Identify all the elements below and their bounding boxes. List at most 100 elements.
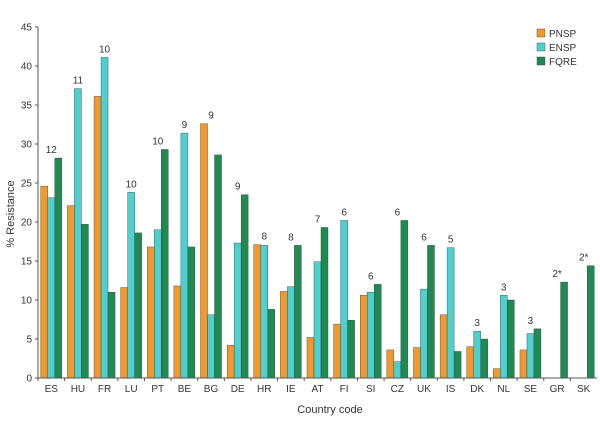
n-label-fr: 10 xyxy=(99,44,111,55)
y-axis-title: % Resistance xyxy=(5,180,17,247)
y-tick-label: 15 xyxy=(21,257,33,268)
bar-fqre-lu xyxy=(134,232,142,379)
bar-fqre-nl xyxy=(507,299,515,379)
n-label-si: 6 xyxy=(368,271,374,282)
x-tick-label: FR xyxy=(98,384,111,395)
bar-ensp-hr xyxy=(260,245,268,379)
y-tick-label: 10 xyxy=(21,296,33,307)
bar-ensp-bg xyxy=(207,314,215,379)
legend-label-pnsp: PNSP xyxy=(549,29,577,40)
x-tick-label: IS xyxy=(446,384,456,395)
legend: PNSP ENSP FQRE xyxy=(536,28,577,68)
bar-ensp-nl xyxy=(500,295,508,379)
x-axis: ES HU FR LU PT BE BG DE HR IE AT FI SI CZ UK IS DK NL SE GR… xyxy=(37,377,597,395)
legend-swatch-fqre xyxy=(536,56,546,66)
bar-fqre-is xyxy=(453,351,462,379)
y-tick-label: 0 xyxy=(26,374,32,385)
bar-pnsp-es xyxy=(40,185,49,379)
bar-ensp-uk xyxy=(420,288,428,379)
bar-ensp-de xyxy=(233,242,242,379)
bar-fqre-si xyxy=(374,284,382,379)
bar-fqre-sk xyxy=(586,265,595,379)
n-label-gr: 2* xyxy=(552,269,562,280)
x-tick-label: IE xyxy=(286,384,296,395)
n-label-hr: 8 xyxy=(261,232,267,243)
bar-pnsp-at xyxy=(306,337,315,379)
n-label-be: 9 xyxy=(182,120,188,131)
n-label-bg: 9 xyxy=(208,111,214,122)
bar-pnsp-fi xyxy=(333,323,341,379)
bar-ensp-is xyxy=(446,247,455,379)
legend-swatch-pnsp xyxy=(536,28,546,38)
x-tick-label: AT xyxy=(311,384,323,395)
bar-ensp-fr xyxy=(100,57,109,379)
bar-pnsp-si xyxy=(360,295,368,379)
bar-fqre-gr xyxy=(560,281,568,379)
legend-swatch-ensp xyxy=(536,42,546,52)
bar-pnsp-hu xyxy=(67,205,75,379)
bar-pnsp-cz xyxy=(386,349,395,379)
bar-ensp-se xyxy=(526,333,535,379)
x-tick-label: LU xyxy=(125,384,138,395)
bar-fqre-ie xyxy=(294,245,302,379)
n-label-nl: 3 xyxy=(501,282,507,293)
n-label-ie: 8 xyxy=(288,232,294,243)
bar-fqre-se xyxy=(533,328,542,379)
n-label-at: 7 xyxy=(315,214,321,225)
n-label-sk: 2* xyxy=(579,253,589,264)
bars-layer xyxy=(40,57,595,379)
bar-fqre-bg xyxy=(214,154,222,379)
bar-ensp-si xyxy=(367,292,375,379)
bar-fqre-be xyxy=(187,246,196,379)
bar-fqre-at xyxy=(320,227,329,379)
bar-pnsp-uk xyxy=(413,347,421,379)
x-tick-label: FI xyxy=(340,384,349,395)
bar-fqre-de xyxy=(240,194,249,379)
bar-pnsp-de xyxy=(226,345,235,379)
bar-fqre-fr xyxy=(107,292,116,379)
bar-ensp-lu xyxy=(127,192,135,379)
n-label-es: 12 xyxy=(46,145,58,156)
y-tick-label: 35 xyxy=(21,101,33,112)
bar-ensp-cz xyxy=(393,361,402,379)
y-tick-label: 5 xyxy=(26,335,32,346)
x-tick-label: NL xyxy=(497,384,510,395)
legend-label-ensp: ENSP xyxy=(549,43,577,54)
bar-fqre-fi xyxy=(347,320,355,379)
bar-ensp-at xyxy=(313,261,322,379)
annotations-layer: 12 11 10 10 10 9 9 9 8 8 7 6 6 6 6 5 3 3 3 2* 2* xyxy=(46,44,589,329)
x-tick-label: SI xyxy=(366,384,375,395)
bar-ensp-pt xyxy=(154,229,162,379)
x-tick-label: GR xyxy=(550,384,565,395)
bar-pnsp-fr xyxy=(93,96,102,379)
x-tick-label: CZ xyxy=(391,384,404,395)
y-tick-label: 40 xyxy=(21,62,33,73)
legend-label-fqre: FQRE xyxy=(549,57,577,68)
y-tick-label: 30 xyxy=(21,140,33,151)
bar-pnsp-hr xyxy=(253,244,261,379)
n-label-fi: 6 xyxy=(341,207,347,218)
x-tick-label: BG xyxy=(204,384,219,395)
bar-pnsp-lu xyxy=(120,287,128,379)
bar-ensp-dk xyxy=(473,331,481,379)
n-label-is: 5 xyxy=(448,235,454,246)
x-tick-label: DK xyxy=(470,384,484,395)
bar-pnsp-nl xyxy=(493,368,501,379)
bar-fqre-hu xyxy=(81,224,89,379)
x-tick-label: SE xyxy=(524,384,538,395)
bar-fqre-uk xyxy=(427,245,435,379)
n-label-lu: 10 xyxy=(126,179,138,190)
bar-ensp-es xyxy=(47,197,56,379)
bar-ensp-hu xyxy=(74,88,82,379)
bar-fqre-es xyxy=(54,157,63,379)
x-axis-title: Country code xyxy=(297,404,362,416)
bar-pnsp-dk xyxy=(466,346,474,379)
bar-ensp-fi xyxy=(340,220,348,379)
n-label-uk: 6 xyxy=(421,232,427,243)
x-tick-label: ES xyxy=(45,384,59,395)
n-label-dk: 3 xyxy=(474,318,480,329)
n-label-cz: 6 xyxy=(395,207,401,218)
bar-ensp-ie xyxy=(287,286,295,379)
x-tick-label: DE xyxy=(231,384,245,395)
